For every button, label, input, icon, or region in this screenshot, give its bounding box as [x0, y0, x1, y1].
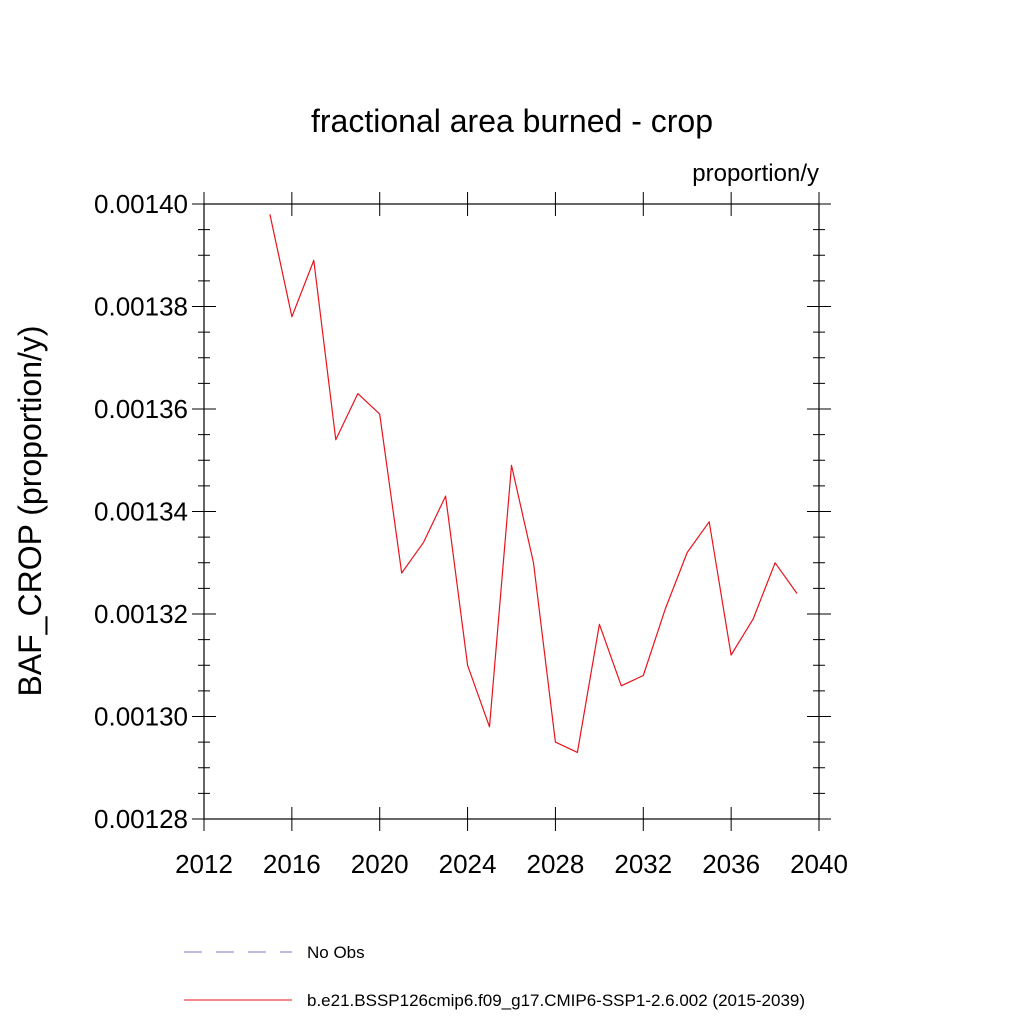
x-tick-label: 2020 [351, 849, 409, 879]
y-tick-label: 0.00134 [94, 497, 188, 527]
y-tick-label: 0.00140 [94, 189, 188, 219]
x-tick-label: 2012 [175, 849, 233, 879]
x-tick-label: 2028 [527, 849, 585, 879]
x-axis-ticks: 2012 2016 2020 2024 2028 2032 2036 2040 [175, 192, 848, 879]
x-tick-label: 2040 [790, 849, 848, 879]
chart-title: fractional area burned - crop [311, 103, 713, 139]
x-tick-label: 2024 [439, 849, 497, 879]
y-axis-label: BAF_CROP (proportion/y) [12, 325, 48, 696]
legend-label-no-obs: No Obs [307, 943, 365, 962]
legend-label-model-run: b.e21.BSSP126cmip6.f09_g17.CMIP6-SSP1-2.… [307, 991, 805, 1010]
y-tick-label: 0.00138 [94, 292, 188, 322]
x-tick-label: 2032 [614, 849, 672, 879]
x-tick-label: 2016 [263, 849, 321, 879]
units-label: proportion/y [692, 160, 819, 187]
legend: No Obs b.e21.BSSP126cmip6.f09_g17.CMIP6-… [184, 943, 805, 1010]
series-layer [269, 214, 798, 754]
y-tick-label: 0.00132 [94, 599, 188, 629]
x-tick-label: 2036 [702, 849, 760, 879]
y-tick-label: 0.00130 [94, 702, 188, 732]
y-tick-label: 0.00136 [94, 394, 188, 424]
plot-frame [203, 203, 820, 820]
y-axis-ticks: 0.00128 0.00130 0.00132 0.00134 0.00136 0.001… [94, 189, 831, 834]
series-line [269, 214, 798, 754]
y-tick-label: 0.00128 [94, 804, 188, 834]
